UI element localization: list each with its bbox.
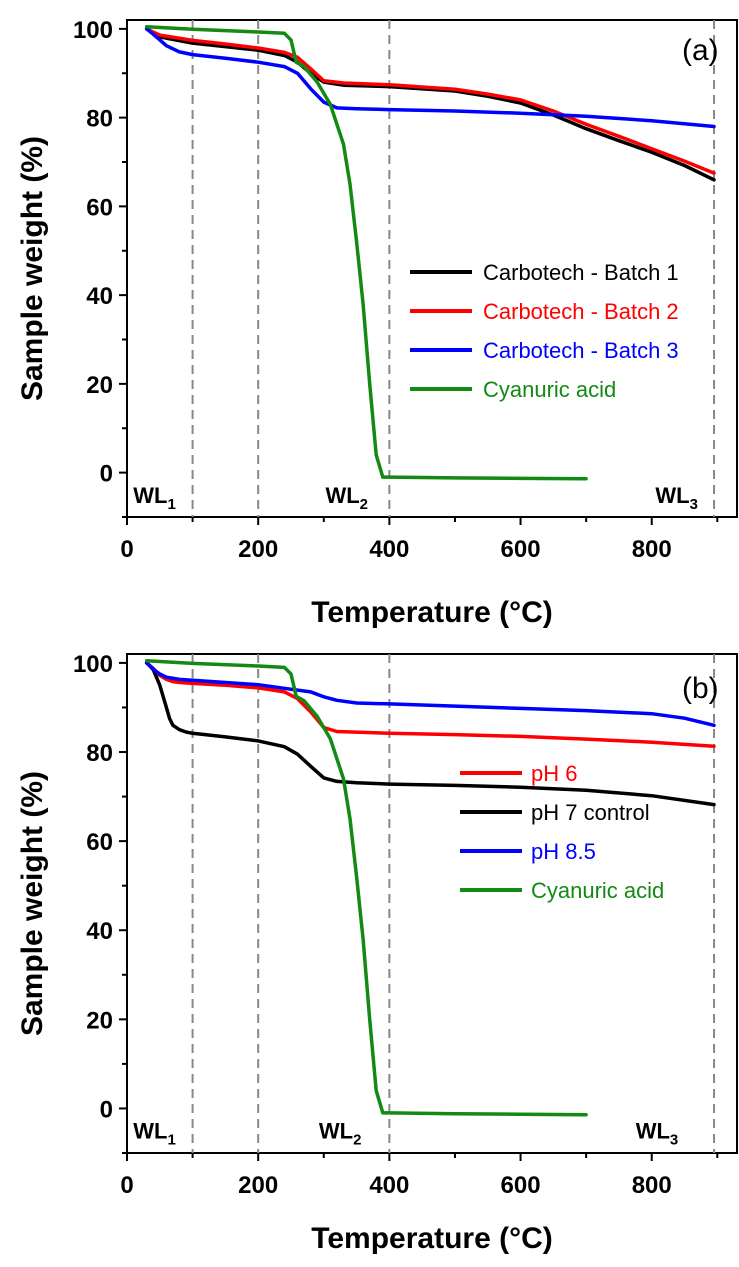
- y-axis-title: Sample weight (%): [16, 136, 49, 401]
- chart-panel-2: 0 200 400 600 800 0 20 40 60 80 100 Temperature (°C…: [16, 651, 738, 1255]
- y-tick-label: 60: [86, 194, 113, 221]
- x-tick-label: 200: [238, 1172, 278, 1199]
- legend-label: pH 6: [531, 761, 577, 786]
- region-label-subscript: 1: [167, 1132, 175, 1149]
- legend-label: pH 8.5: [531, 839, 596, 864]
- x-tick-label: 200: [238, 536, 278, 563]
- chart-panel-1: 0 200 400 600 800 0 20 40 60 80 100 Temperature (°C…: [16, 17, 738, 629]
- panel-label: (b): [682, 672, 719, 705]
- region-label-main: WL: [325, 483, 359, 508]
- region-label-main: WL: [319, 1119, 353, 1144]
- series-line: [144, 27, 716, 182]
- region-label: WL3: [636, 1119, 679, 1149]
- legend-label: Carbotech - Batch 3: [483, 338, 679, 363]
- series-line: [144, 661, 716, 748]
- y-tick-label: 100: [73, 651, 113, 678]
- region-label-subscript: 2: [360, 496, 368, 513]
- x-tick-label: 400: [369, 536, 409, 563]
- panel-label: (a): [682, 34, 719, 67]
- series-line: [144, 24, 588, 481]
- x-tick-label: 0: [120, 536, 133, 563]
- plot-frame: [126, 653, 738, 1154]
- y-tick-label: 80: [86, 106, 113, 133]
- x-axis-title: Temperature (°C): [311, 596, 552, 629]
- region-label: WL2: [325, 483, 368, 513]
- x-tick-label: 400: [369, 1172, 409, 1199]
- y-axis-title: Sample weight (%): [16, 771, 49, 1036]
- region-label-subscript: 3: [670, 1132, 678, 1149]
- series-line: [144, 658, 588, 1117]
- y-tick-label: 0: [100, 461, 113, 488]
- legend-label: Carbotech - Batch 1: [483, 260, 679, 285]
- region-label: WL1: [133, 483, 176, 513]
- y-tick-label: 60: [86, 829, 113, 856]
- y-tick-label: 20: [86, 372, 113, 399]
- x-tick-label: 800: [632, 1172, 672, 1199]
- series-line: [144, 27, 716, 175]
- region-label-main: WL: [655, 483, 689, 508]
- plot-frame: [126, 19, 738, 518]
- region-label-main: WL: [636, 1119, 670, 1144]
- series-line: [144, 27, 716, 129]
- region-label: WL2: [319, 1119, 362, 1149]
- x-tick-label: 0: [120, 1172, 133, 1199]
- y-tick-label: 0: [100, 1096, 113, 1123]
- legend-label: Carbotech - Batch 2: [483, 299, 679, 324]
- y-tick-label: 80: [86, 740, 113, 767]
- legend-label: Cyanuric acid: [483, 377, 616, 402]
- x-tick-label: 800: [632, 536, 672, 563]
- x-tick-label: 600: [501, 1172, 541, 1199]
- y-tick-label: 20: [86, 1007, 113, 1034]
- region-label-main: WL: [133, 483, 167, 508]
- series-line: [144, 661, 716, 807]
- y-tick-label: 40: [86, 918, 113, 945]
- legend-label: pH 7 control: [531, 800, 650, 825]
- y-tick-label: 100: [73, 17, 113, 44]
- series-line: [144, 661, 716, 728]
- region-label: WL1: [133, 1119, 176, 1149]
- region-label-subscript: 2: [353, 1132, 361, 1149]
- legend-label: Cyanuric acid: [531, 878, 664, 903]
- x-tick-label: 600: [501, 536, 541, 563]
- region-label-subscript: 3: [690, 496, 698, 513]
- region-label-subscript: 1: [167, 496, 175, 513]
- y-tick-label: 40: [86, 283, 113, 310]
- region-label-main: WL: [133, 1119, 167, 1144]
- region-label: WL3: [655, 483, 698, 513]
- x-axis-title: Temperature (°C): [311, 1222, 552, 1255]
